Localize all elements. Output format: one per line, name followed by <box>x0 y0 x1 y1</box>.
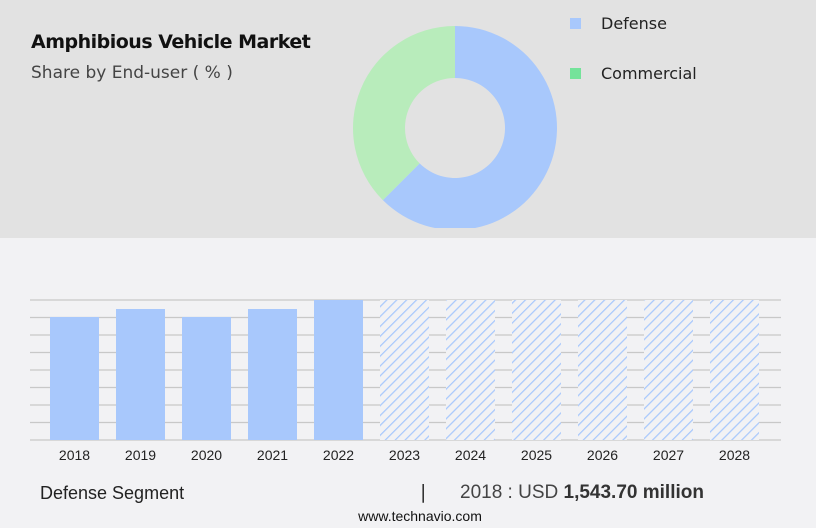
bar-chart: 2018 2019 2020 2021 2022 2023 2024 2025 2026 2027… <box>30 299 781 463</box>
x-tick-label: 2019 <box>125 447 156 463</box>
website-link[interactable]: www.technavio.com <box>358 508 482 524</box>
bar-forecast-2024 <box>446 300 495 440</box>
separator: | <box>420 481 427 503</box>
legend-swatch-defense <box>570 18 581 29</box>
legend-label: Commercial <box>601 64 697 83</box>
donut-slice-commercial <box>353 26 455 201</box>
x-tick-label: 2026 <box>587 447 618 463</box>
legend-item-defense: Defense <box>570 14 667 33</box>
segment-value: 2018 : USD 1,543.70 million <box>460 482 704 504</box>
x-tick-label: 2024 <box>455 447 486 463</box>
x-tick-label: 2020 <box>191 447 222 463</box>
bar-forecast-2028 <box>710 300 759 440</box>
bar-2022 <box>314 300 363 440</box>
bar-forecast-2027 <box>644 300 693 440</box>
bar-forecast-2025 <box>512 300 561 440</box>
bar-forecast-2023 <box>380 300 429 440</box>
bar-2020 <box>182 316 231 440</box>
segment-label: Defense Segment <box>40 483 185 503</box>
value-amount: 1,543.70 million <box>563 482 704 503</box>
donut-slice-defense <box>382 26 557 228</box>
donut-chart <box>353 26 557 228</box>
bar-2019 <box>116 309 165 440</box>
bar-2018 <box>50 316 99 440</box>
chart-title: Amphibious Vehicle Market <box>31 31 311 53</box>
legend-label: Defense <box>601 14 667 33</box>
x-tick-label: 2025 <box>521 447 552 463</box>
chart-subtitle: Share by End-user ( % ) <box>31 63 233 83</box>
bar-2021 <box>248 309 297 440</box>
x-tick-label: 2023 <box>389 447 420 463</box>
legend-swatch-commercial <box>570 68 581 79</box>
x-tick-label: 2018 <box>59 447 90 463</box>
x-tick-label: 2028 <box>719 447 750 463</box>
legend-item-commercial: Commercial <box>570 64 697 83</box>
x-tick-label: 2027 <box>653 447 684 463</box>
year-label: 2018 : USD <box>460 482 559 503</box>
bar-forecast-2026 <box>578 300 627 440</box>
x-tick-label: 2022 <box>323 447 354 463</box>
x-tick-label: 2021 <box>257 447 288 463</box>
